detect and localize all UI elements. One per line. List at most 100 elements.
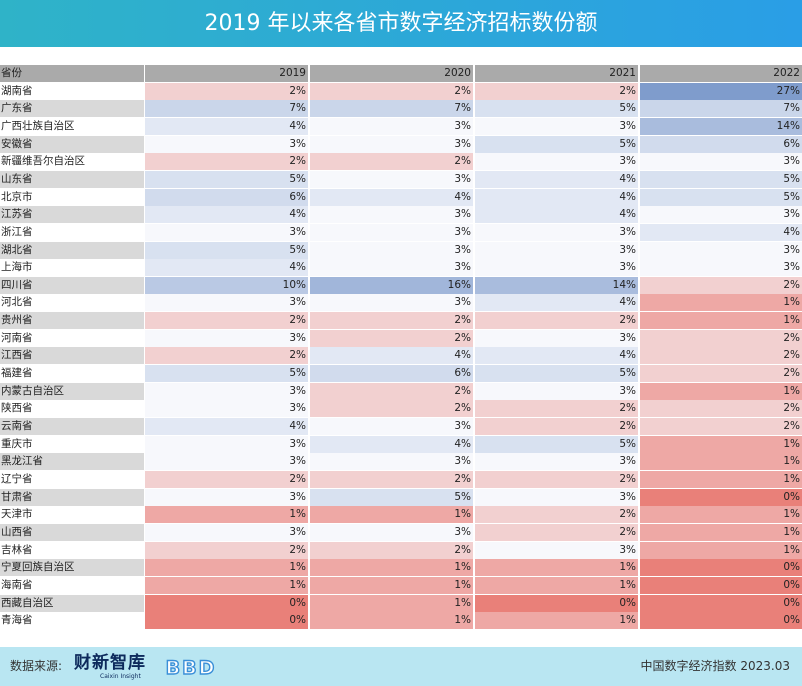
share-cell-2022: 2% (640, 347, 802, 365)
province-label: 宁夏回族自治区 (0, 559, 144, 577)
share-cell-2021: 3% (475, 541, 638, 559)
share-cell-2020: 5% (310, 488, 473, 506)
province-label: 浙江省 (0, 223, 144, 241)
table-row: 云南省 4% 3% 2% 2% (0, 418, 802, 435)
province-label: 吉林省 (0, 541, 144, 559)
share-cell-2020: 3% (310, 206, 473, 224)
share-cell-2022: 0% (640, 559, 802, 577)
share-cell-2021: 2% (475, 418, 638, 435)
province-label: 天津市 (0, 506, 144, 524)
share-cell-2020: 2% (310, 329, 473, 347)
share-cell-2019: 3% (145, 435, 308, 453)
share-cell-2020: 1% (310, 559, 473, 577)
share-cell-2022: 2% (640, 276, 802, 294)
share-cell-2022: 1% (640, 506, 802, 524)
table-row: 海南省 1% 1% 1% 0% (0, 576, 802, 594)
share-cell-2022: 1% (640, 382, 802, 400)
share-cell-2020: 3% (310, 294, 473, 312)
table-row: 天津市 1% 1% 2% 1% (0, 506, 802, 524)
province-label: 辽宁省 (0, 470, 144, 488)
share-cell-2020: 6% (310, 365, 473, 383)
share-cell-2019: 1% (145, 576, 308, 594)
share-cell-2022: 1% (640, 294, 802, 312)
table-row: 江西省 2% 4% 4% 2% (0, 347, 802, 365)
table-row: 重庆市 3% 4% 5% 1% (0, 435, 802, 453)
share-cell-2020: 3% (310, 418, 473, 435)
table-row: 内蒙古自治区 3% 2% 3% 1% (0, 382, 802, 400)
share-cell-2021: 5% (475, 100, 638, 118)
source-label: 数据来源: (10, 659, 63, 673)
share-cell-2019: 6% (145, 188, 308, 206)
share-cell-2020: 3% (310, 170, 473, 188)
table-row: 浙江省 3% 3% 3% 4% (0, 223, 802, 241)
table-row: 福建省 5% 6% 5% 2% (0, 365, 802, 383)
share-cell-2020: 7% (310, 100, 473, 118)
share-cell-2021: 4% (475, 206, 638, 224)
share-cell-2021: 4% (475, 170, 638, 188)
share-cell-2020: 2% (310, 153, 473, 171)
caixin-logo-subtext: Caixin Insight (100, 673, 141, 680)
share-cell-2020: 4% (310, 188, 473, 206)
share-cell-2019: 2% (145, 82, 308, 100)
share-cell-2021: 4% (475, 294, 638, 312)
share-cell-2022: 1% (640, 523, 802, 541)
share-cell-2021: 3% (475, 382, 638, 400)
share-cell-2019: 5% (145, 365, 308, 383)
province-label: 北京市 (0, 188, 144, 206)
share-cell-2020: 2% (310, 400, 473, 418)
share-cell-2021: 3% (475, 223, 638, 241)
share-cell-2022: 3% (640, 153, 802, 171)
share-cell-2021: 14% (475, 276, 638, 294)
share-cell-2019: 3% (145, 382, 308, 400)
share-cell-2020: 2% (310, 382, 473, 400)
index-date-text: 中国数字经济指数 2023.03 (640, 659, 790, 673)
share-cell-2022: 2% (640, 418, 802, 435)
share-cell-2020: 2% (310, 82, 473, 100)
share-cell-2022: 1% (640, 453, 802, 471)
share-cell-2020: 1% (310, 506, 473, 524)
share-cell-2019: 3% (145, 135, 308, 153)
table-row: 新疆维吾尔自治区 2% 2% 3% 3% (0, 153, 802, 171)
province-label: 湖南省 (0, 82, 144, 100)
column-header-2022: 2022 (640, 65, 802, 82)
table-row: 贵州省 2% 2% 2% 1% (0, 312, 802, 330)
share-cell-2021: 3% (475, 453, 638, 471)
share-cell-2022: 7% (640, 100, 802, 118)
share-cell-2019: 3% (145, 453, 308, 471)
column-header-2019: 2019 (145, 65, 308, 82)
share-cell-2022: 2% (640, 400, 802, 418)
table-row: 安徽省 3% 3% 5% 6% (0, 135, 802, 153)
share-cell-2022: 2% (640, 365, 802, 383)
province-label: 贵州省 (0, 312, 144, 330)
share-cell-2021: 1% (475, 559, 638, 577)
share-cell-2022: 3% (640, 241, 802, 259)
share-cell-2021: 4% (475, 188, 638, 206)
share-cell-2022: 0% (640, 594, 802, 612)
table-row: 上海市 4% 3% 3% 3% (0, 259, 802, 277)
share-cell-2022: 0% (640, 488, 802, 506)
share-cell-2021: 2% (475, 82, 638, 100)
table-row: 河南省 3% 2% 3% 2% (0, 329, 802, 347)
share-cell-2019: 4% (145, 206, 308, 224)
province-label: 上海市 (0, 259, 144, 277)
share-cell-2022: 0% (640, 576, 802, 594)
bbd-logo: BBD (165, 657, 215, 677)
table-row: 甘肃省 3% 5% 3% 0% (0, 488, 802, 506)
share-cell-2022: 3% (640, 206, 802, 224)
province-label: 河南省 (0, 329, 144, 347)
share-cell-2020: 2% (310, 312, 473, 330)
share-cell-2022: 5% (640, 170, 802, 188)
share-cell-2021: 2% (475, 506, 638, 524)
province-label: 安徽省 (0, 135, 144, 153)
column-header-2021: 2021 (475, 65, 638, 82)
share-cell-2021: 2% (475, 400, 638, 418)
province-label: 甘肃省 (0, 488, 144, 506)
share-cell-2022: 4% (640, 223, 802, 241)
share-cell-2019: 4% (145, 418, 308, 435)
share-cell-2021: 2% (475, 523, 638, 541)
share-cell-2019: 3% (145, 329, 308, 347)
province-label: 湖北省 (0, 241, 144, 259)
share-cell-2020: 3% (310, 117, 473, 135)
share-cell-2019: 5% (145, 241, 308, 259)
share-cell-2019: 5% (145, 170, 308, 188)
